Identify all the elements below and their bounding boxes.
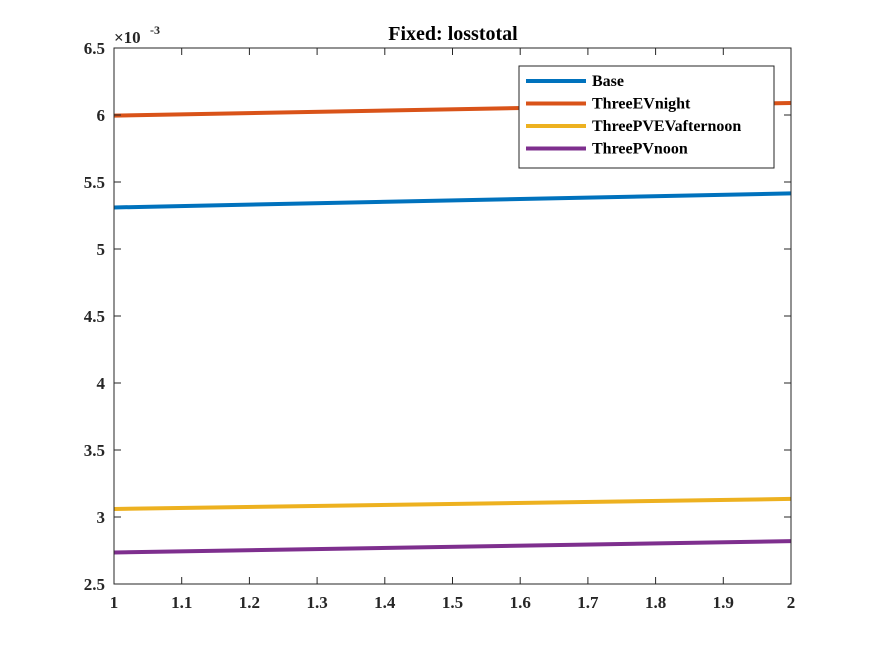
- y-tick-label: 6.5: [84, 39, 105, 58]
- x-tick-label: 1.9: [713, 593, 734, 612]
- legend-label-1: ThreeEVnight: [592, 96, 691, 113]
- x-tick-label: 2: [787, 593, 796, 612]
- x-tick-label: 1.8: [645, 593, 666, 612]
- legend-label-3: ThreePVnoon: [592, 141, 688, 158]
- series-line-2: [113, 496, 792, 511]
- y-exponent-label: ×10 -3: [114, 23, 160, 47]
- x-tick-label: 1.5: [442, 593, 463, 612]
- series-line-3: [113, 539, 792, 555]
- y-tick-label: 5.5: [84, 173, 105, 192]
- chart-title: Fixed: losstotal: [388, 23, 518, 45]
- legend: Base ThreeEVnight ThreePVEVafternoon ThreeP…: [518, 65, 775, 169]
- y-tick-label: 3.5: [84, 441, 105, 460]
- y-tick-label: 5: [97, 240, 106, 259]
- x-tick-label: 1.6: [510, 593, 531, 612]
- x-tick-label: 1.1: [171, 593, 192, 612]
- series-line-0: [113, 191, 792, 210]
- x-tick-label: 1.2: [239, 593, 260, 612]
- y-tick-label: 4.5: [84, 307, 105, 326]
- x-tick-label: 1.4: [374, 593, 396, 612]
- x-tick-label: 1.7: [577, 593, 599, 612]
- y-tick-label: 3: [97, 508, 106, 527]
- y-tick-label: 4: [97, 374, 106, 393]
- y-tick-label: 6: [97, 106, 106, 125]
- series-layer: [113, 100, 792, 555]
- x-tick-label: 1: [110, 593, 119, 612]
- x-tick-label: 1.3: [306, 593, 327, 612]
- y-exponent-times: ×10: [114, 28, 141, 47]
- y-exponent-power: -3: [150, 23, 160, 37]
- legend-label-0: Base: [592, 73, 624, 90]
- y-tick-label: 2.5: [84, 575, 105, 594]
- legend-label-2: ThreePVEVafternoon: [592, 118, 741, 135]
- ticks-layer: 1 1.1 1.2 1.3 1.4 1.5 1.6 1.7 1.8 1.9 2 2.5 3 3.5 4 4.5…: [84, 39, 796, 612]
